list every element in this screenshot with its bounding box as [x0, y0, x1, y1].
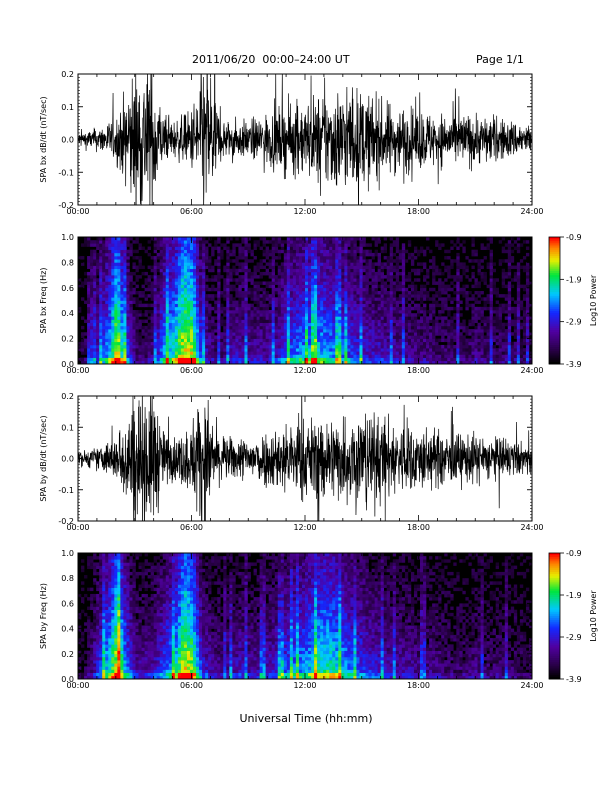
y-tick-label: -0.2: [58, 201, 74, 210]
x-tick-label: 00:00: [66, 207, 89, 216]
y-tick-label: 1.0: [61, 549, 74, 558]
colorbar-tick-label: -1.9: [566, 591, 582, 600]
y-tick-label: 1.0: [61, 233, 74, 242]
y-tick-label: -0.1: [58, 168, 74, 177]
y-tick-label: 0.8: [61, 574, 74, 583]
y-tick-label: 0.0: [61, 136, 74, 145]
page-number: Page 1/1: [476, 53, 524, 66]
colorbar-frame: [548, 552, 561, 680]
y-tick-label: 0.0: [61, 360, 74, 369]
y-tick-label: 0.6: [61, 599, 74, 608]
x-tick-label: 00:00: [66, 523, 89, 532]
y-tick-label: 0.0: [61, 455, 74, 464]
x-tick-label: 12:00: [293, 366, 316, 375]
x-tick-label: 06:00: [180, 681, 203, 690]
x-tick-label: 06:00: [180, 366, 203, 375]
y-tick-label: 0.2: [61, 392, 74, 401]
y-tick-label: 0.6: [61, 284, 74, 293]
spectrogram-cells: [78, 237, 533, 365]
colorbar-frame: [548, 236, 561, 365]
x-tick-label: 06:00: [180, 207, 203, 216]
y-tick-label: 0.0: [61, 675, 74, 684]
colorbar: -0.9 -1.9 -2.9 -3.9 Log10 Power: [548, 233, 598, 369]
x-tick-label: 18:00: [407, 523, 430, 532]
x-tick-label: 24:00: [520, 681, 543, 690]
colorbar-label: Log10 Power: [589, 590, 598, 642]
y-tick-label: 0.2: [61, 70, 74, 79]
panel-1: 0.2 0.1 0.0 -0.1 -0.200:00 06:00 12:00 18:00 24:…: [39, 70, 544, 216]
y-tick-label: 0.2: [61, 650, 74, 659]
x-tick-label: 24:00: [520, 207, 543, 216]
x-tick-label: 12:00: [293, 207, 316, 216]
y-axis-label: SPA by dB/dt (nT/sec): [39, 415, 48, 501]
y-tick-label: 0.1: [61, 423, 74, 432]
x-tick-label: 12:00: [293, 523, 316, 532]
panel-2: -0.9 -1.9 -2.9 -3.9 Log10 Power 1.0 0.8 0.6 0.4 0…: [39, 233, 598, 375]
waveform-series: [78, 74, 532, 205]
panel-3: 0.2 0.1 0.0 -0.1 -0.200:00 06:00 12:00 18:00 24:…: [39, 392, 544, 532]
x-tick-label: 00:00: [66, 366, 89, 375]
y-axis-label: SPA by Freq (Hz): [39, 583, 48, 649]
x-tick-label: 18:00: [407, 366, 430, 375]
y-tick-label: -0.1: [58, 486, 74, 495]
x-tick-label: 18:00: [407, 207, 430, 216]
colorbar-tick-label: -1.9: [566, 275, 582, 284]
x-tick-label: 24:00: [520, 366, 543, 375]
colorbar-tick-label: -3.9: [566, 360, 582, 369]
x-tick-label: 18:00: [407, 681, 430, 690]
x-axis-label-text: Universal Time (hh:mm): [239, 712, 373, 725]
y-tick-label: 0.8: [61, 258, 74, 267]
y-axis-label: SPA bx dB/dt (nT/sec): [39, 96, 48, 182]
y-tick-label: 0.1: [61, 103, 74, 112]
x-tick-label: 06:00: [180, 523, 203, 532]
panel-4: -0.9 -1.9 -2.9 -3.9 Log10 Power 1.0 0.8 0.6 0.4 0…: [39, 549, 598, 690]
colorbar-tick-label: -0.9: [566, 233, 582, 242]
x-tick-label: 24:00: [520, 523, 543, 532]
waveform-series: [78, 396, 532, 521]
colorbar-tick-label: -2.9: [566, 318, 582, 327]
chart-title: 2011/06/20 00:00–24:00 UT: [192, 53, 350, 66]
y-tick-label: 0.2: [61, 335, 74, 344]
y-axis-label: SPA bx Freq (Hz): [39, 268, 48, 334]
colorbar: -0.9 -1.9 -2.9 -3.9 Log10 Power: [548, 549, 598, 684]
colorbar-label: Log10 Power: [589, 274, 598, 326]
colorbar-tick-label: -0.9: [566, 549, 582, 558]
colorbar-tick-label: -3.9: [566, 675, 582, 684]
y-tick-label: -0.2: [58, 517, 74, 526]
x-axis-label: Universal Time (hh:mm): [0, 712, 612, 725]
x-tick-label: 00:00: [66, 681, 89, 690]
y-tick-label: 0.4: [61, 309, 74, 318]
colorbar-tick-label: -2.9: [566, 633, 582, 642]
y-tick-label: 0.4: [61, 625, 74, 634]
x-tick-label: 12:00: [293, 681, 316, 690]
spectrogram-cells: [78, 553, 533, 680]
